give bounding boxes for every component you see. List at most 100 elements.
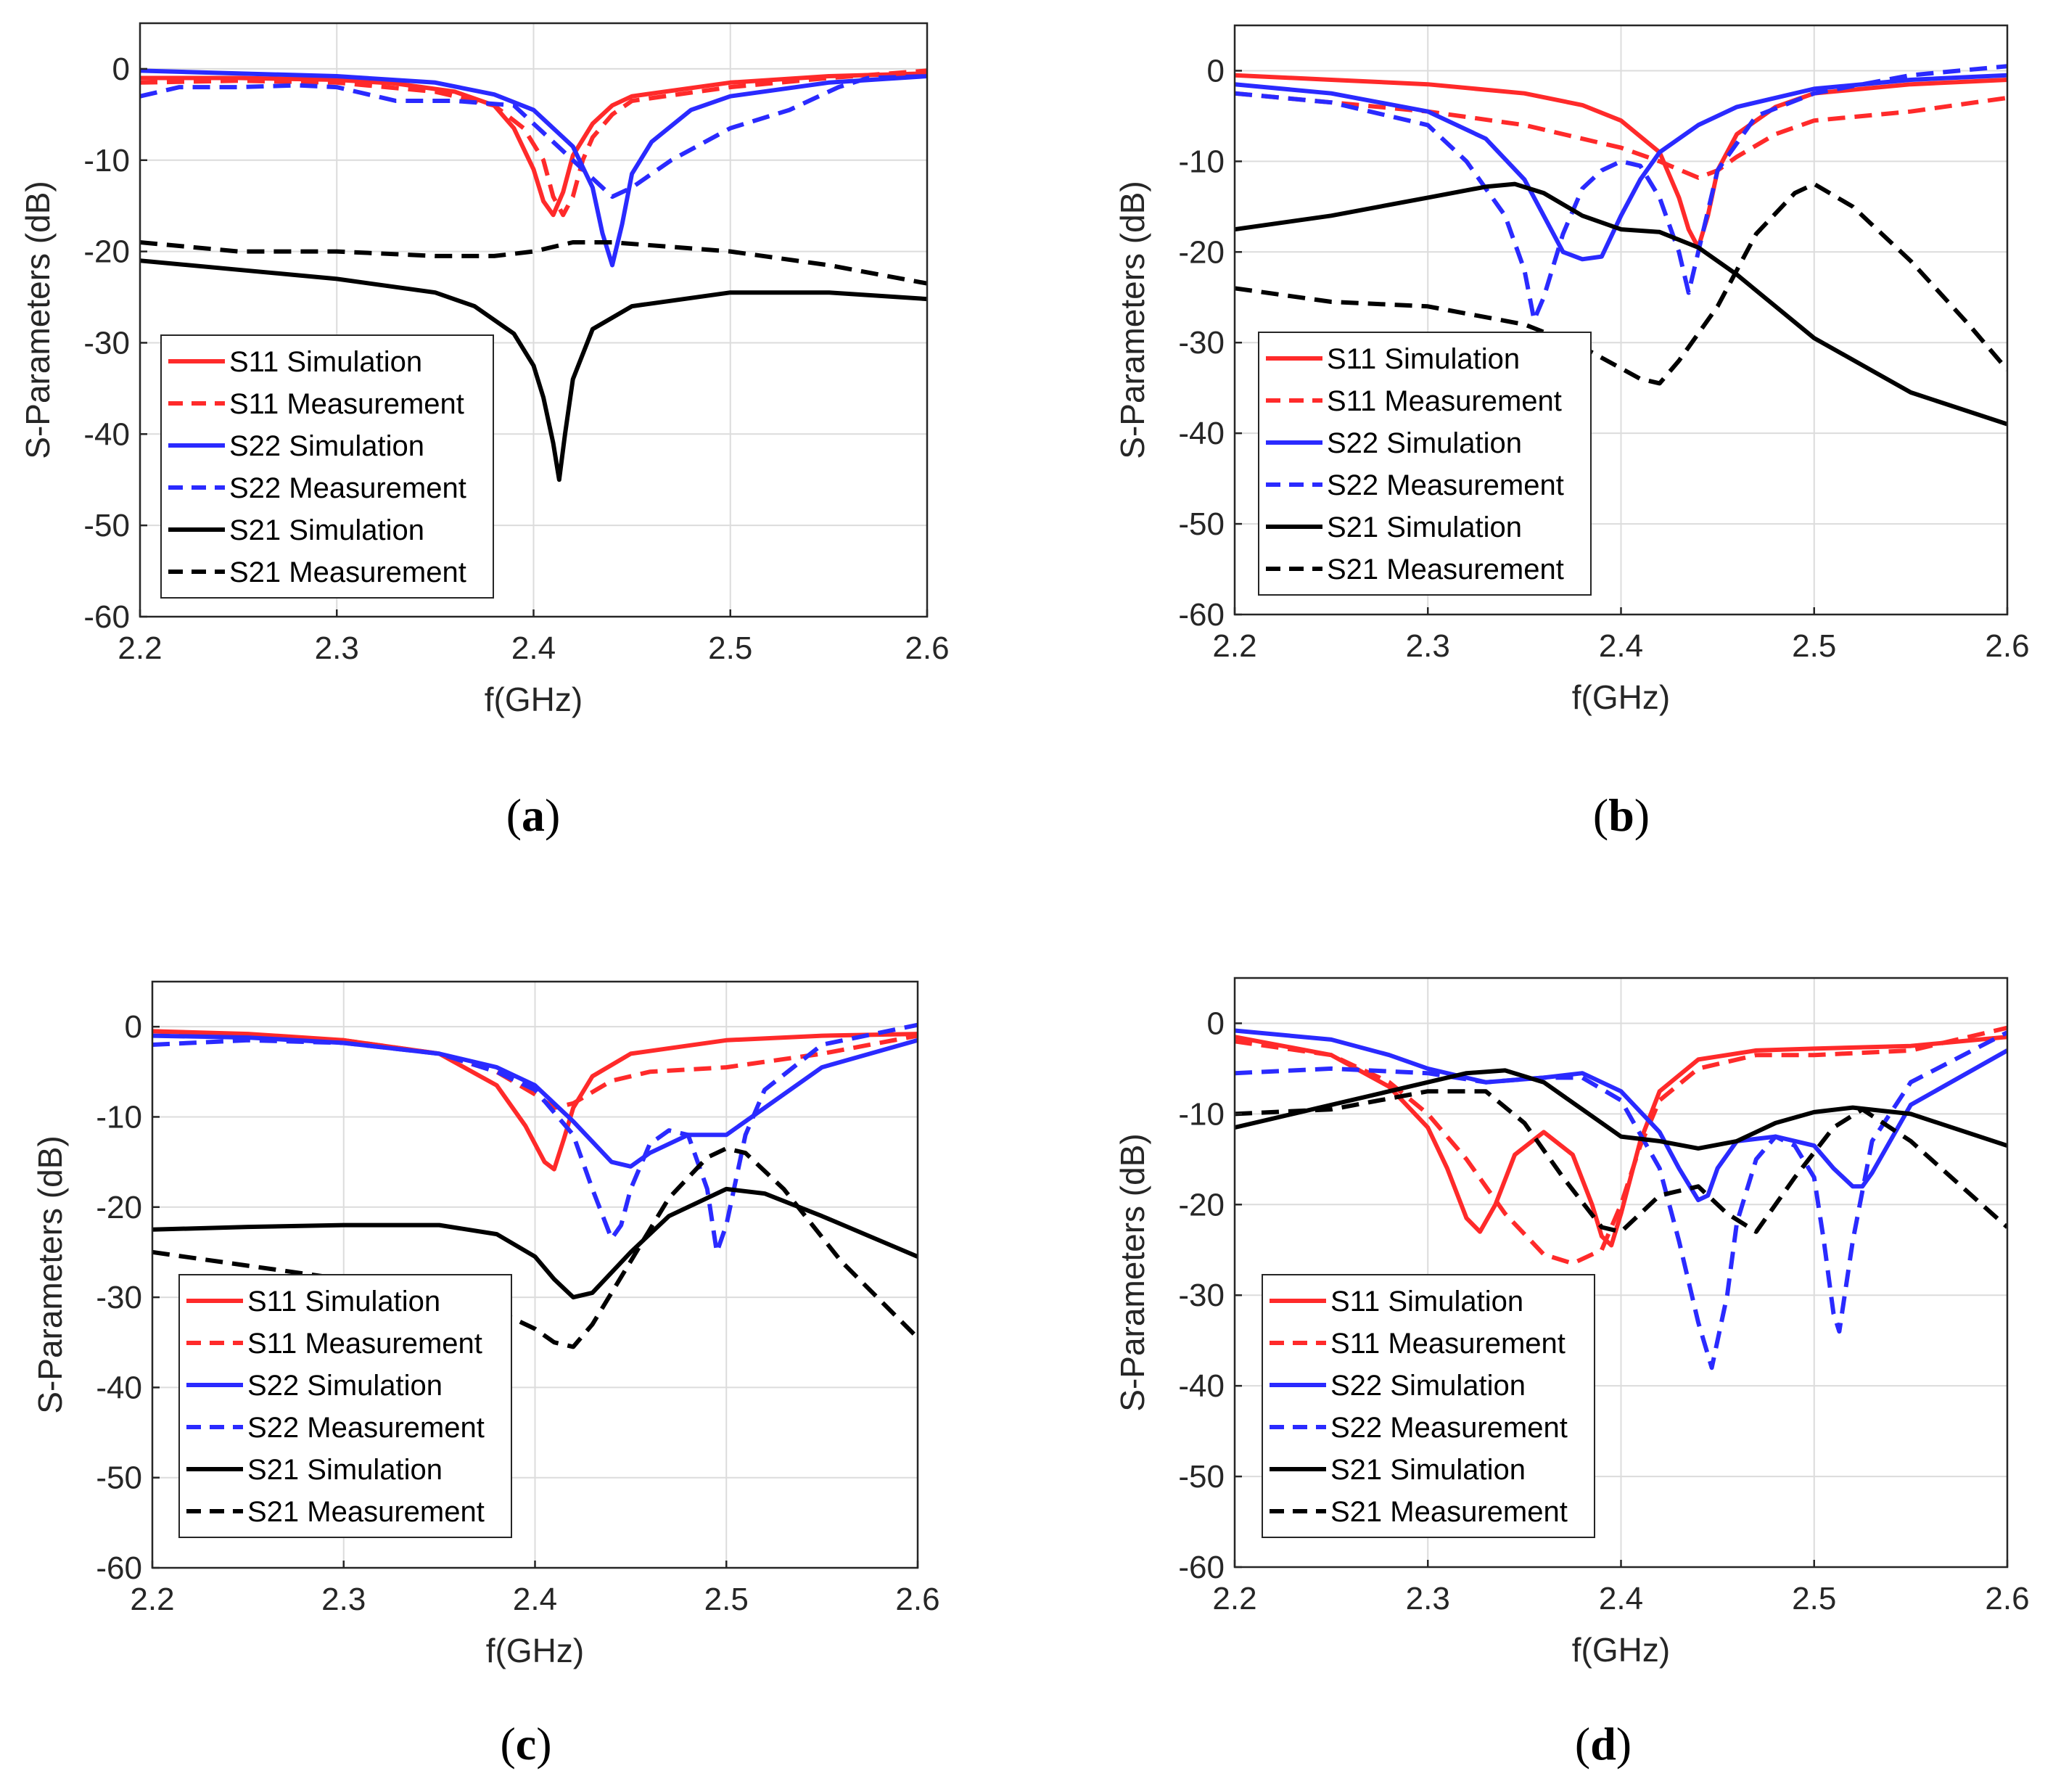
- panel-label: (a): [506, 789, 561, 841]
- series-line-s11-measurement: [140, 68, 927, 218]
- x-tick-label: 2.5: [1792, 1581, 1836, 1616]
- legend-entry: S21 Simulation: [1330, 1454, 1526, 1486]
- y-tick-label: -10: [1178, 1096, 1225, 1132]
- x-tick-label: 2.4: [1599, 628, 1643, 664]
- legend-entry: S22 Measurement: [229, 472, 466, 504]
- y-tick-label: -40: [96, 1370, 142, 1405]
- x-tick-label: 2.6: [1985, 1581, 2029, 1616]
- y-tick-label: -40: [83, 416, 130, 452]
- x-tick-label: 2.2: [1212, 628, 1256, 664]
- y-axis-label: S-Parameters (dB): [1114, 181, 1151, 459]
- legend-entry: S21 Measurement: [247, 1496, 485, 1528]
- series-line-s21-simulation: [1235, 1068, 2007, 1151]
- y-tick-label: -20: [83, 234, 130, 270]
- legend: S11 Simulation S11 Measurement S22 Simulat…: [1262, 1274, 1595, 1538]
- series-line-s11-measurement: [152, 1029, 918, 1110]
- y-tick-label: -20: [1178, 234, 1225, 270]
- y-tick-label: 0: [125, 1009, 142, 1045]
- legend-entry: S21 Simulation: [229, 514, 424, 546]
- legend: S11 Simulation S11 Measurement S22 Simulat…: [160, 334, 494, 599]
- x-tick-label: 2.5: [1792, 628, 1836, 664]
- y-axis-label: S-Parameters (dB): [19, 181, 57, 459]
- x-axis-label: f(GHz): [485, 681, 583, 718]
- x-tick-label: 2.6: [1985, 628, 2029, 664]
- y-tick-label: -20: [1178, 1187, 1225, 1222]
- legend: S11 Simulation S11 Measurement S22 Simulat…: [1258, 332, 1592, 596]
- x-axis-label: f(GHz): [1572, 1631, 1670, 1669]
- y-tick-label: -30: [96, 1280, 142, 1315]
- legend-entry: S21 Measurement: [229, 556, 466, 588]
- legend-entry: S11 Simulation: [247, 1286, 440, 1318]
- y-tick-label: -10: [83, 143, 130, 178]
- y-tick-label: -20: [96, 1190, 142, 1225]
- x-tick-label: 2.5: [704, 1582, 749, 1617]
- y-tick-label: -60: [83, 599, 130, 635]
- x-axis-label: f(GHz): [486, 1632, 584, 1669]
- y-tick-label: -50: [1178, 1459, 1225, 1495]
- series-line-s11-measurement: [1235, 1025, 2007, 1266]
- legend-entry: S11 Measurement: [1330, 1328, 1566, 1360]
- legend-entry: S22 Measurement: [247, 1412, 485, 1444]
- legend-entry: S21 Measurement: [1327, 554, 1564, 585]
- series-line-s11-simulation: [1235, 1035, 2007, 1248]
- legend-entry: S22 Simulation: [1327, 427, 1522, 459]
- series-group: [1235, 64, 2007, 427]
- legend-box: [1258, 332, 1592, 596]
- x-tick-label: 2.6: [895, 1582, 939, 1617]
- series-line-s22-measurement: [152, 1022, 918, 1254]
- series-line-s21-measurement: [1235, 1089, 2007, 1234]
- y-tick-label: -30: [1178, 1278, 1225, 1313]
- legend-box: [160, 334, 494, 599]
- series-line-s11-simulation: [140, 71, 927, 218]
- panel-label: (d): [1575, 1718, 1632, 1770]
- x-tick-label: 2.3: [315, 630, 359, 666]
- panel-label: (c): [500, 1718, 551, 1770]
- series-line-s21-measurement: [140, 240, 927, 286]
- legend-entry: S22 Simulation: [229, 430, 424, 462]
- x-tick-label: 2.4: [513, 1582, 557, 1617]
- legend-entry: S22 Measurement: [1330, 1412, 1568, 1444]
- series-line-s21-measurement: [1235, 181, 2007, 386]
- y-tick-label: -10: [1178, 144, 1225, 179]
- series-group: [140, 68, 927, 482]
- legend-entry: S22 Simulation: [1330, 1370, 1526, 1402]
- series-line-s21-simulation: [152, 1186, 918, 1300]
- x-tick-label: 2.3: [1406, 628, 1450, 664]
- y-tick-label: -40: [1178, 416, 1225, 451]
- chart-panel-d: 2.2 2.3 2.4 2.5 2.6 0 -10 -20 -30 -40 -50 -60 f(GHz)…: [1114, 977, 2030, 1770]
- legend-box: [178, 1274, 512, 1538]
- y-tick-label: -50: [1178, 506, 1225, 542]
- y-tick-label: -60: [96, 1550, 142, 1586]
- panel-label: (b): [1593, 789, 1650, 841]
- chart-panel-c: 2.2 2.3 2.4 2.5 2.6 0 -10 -20 -30 -40 -50 -60 f(GHz)…: [31, 980, 940, 1770]
- y-tick-label: -50: [96, 1460, 142, 1496]
- chart-panel-a: 2.2 2.3 2.4 2.5 2.6 0 -10 -20 -30 -40 -50 -60 f(GHz)…: [19, 22, 950, 841]
- x-tick-label: 2.6: [905, 630, 949, 666]
- legend-entry: S11 Measurement: [229, 388, 464, 420]
- series-line-s22-measurement: [140, 74, 927, 200]
- series-line-s21-simulation: [140, 258, 927, 482]
- x-tick-label: 2.5: [708, 630, 752, 666]
- y-tick-label: -60: [1178, 597, 1225, 633]
- y-axis-label: S-Parameters (dB): [1114, 1133, 1151, 1411]
- y-tick-label: -30: [1178, 325, 1225, 361]
- y-tick-label: -60: [1178, 1550, 1225, 1585]
- y-tick-label: -50: [83, 508, 130, 543]
- y-tick-label: 0: [112, 52, 130, 87]
- legend-entry: S21 Measurement: [1330, 1496, 1568, 1528]
- series-line-s22-simulation: [1235, 73, 2007, 262]
- legend-entry: S11 Measurement: [247, 1328, 482, 1360]
- series-group: [152, 1022, 918, 1349]
- y-tick-label: -40: [1178, 1368, 1225, 1404]
- legend-entry: S11 Measurement: [1327, 385, 1562, 417]
- chart-panel-b: 2.2 2.3 2.4 2.5 2.6 0 -10 -20 -30 -40 -50 -60 f(GHz)…: [1114, 24, 2030, 841]
- y-tick-label: -10: [96, 1099, 142, 1135]
- x-tick-label: 2.4: [1599, 1581, 1643, 1616]
- x-tick-label: 2.2: [130, 1582, 174, 1617]
- y-tick-label: 0: [1207, 1006, 1225, 1041]
- legend-entry: S22 Measurement: [1327, 469, 1564, 501]
- series-line-s21-simulation: [1235, 181, 2007, 427]
- y-tick-label: 0: [1207, 53, 1225, 89]
- y-axis-label: S-Parameters (dB): [31, 1135, 69, 1413]
- x-tick-label: 2.4: [511, 630, 556, 666]
